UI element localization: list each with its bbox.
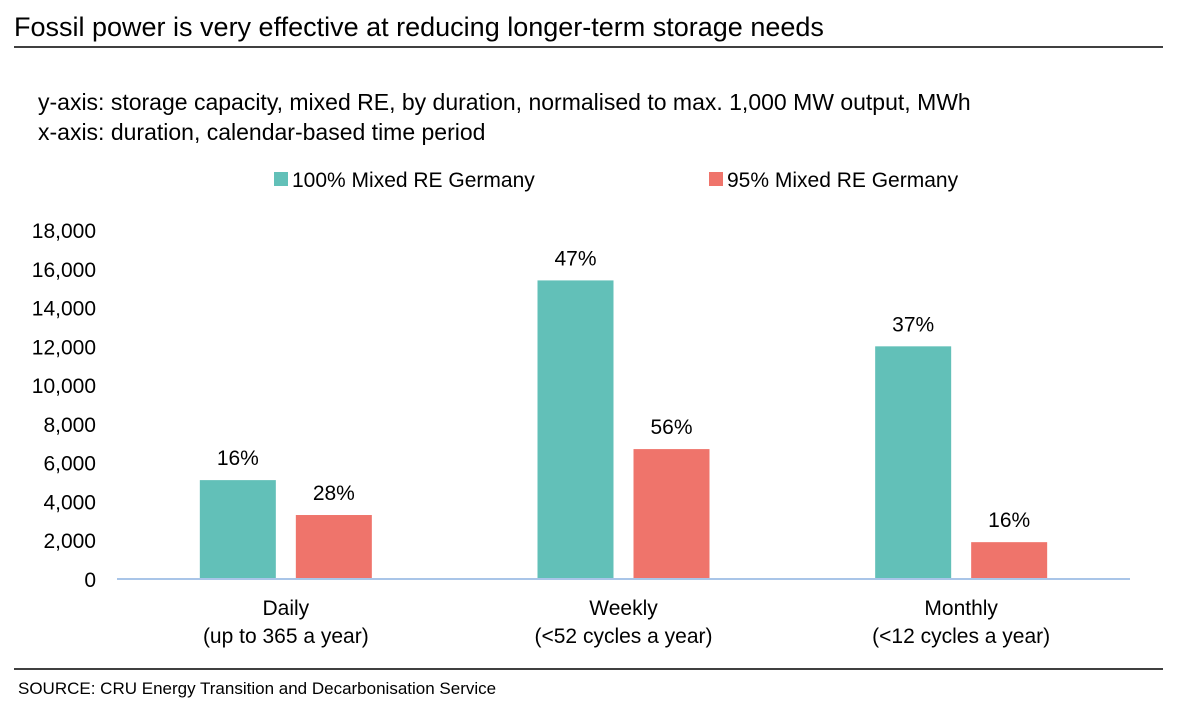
source-note: SOURCE: CRU Energy Transition and Decarb…	[18, 679, 496, 698]
subtitle-line-2: x-axis: duration, calendar-based time pe…	[38, 119, 485, 145]
y-tick-label: 12,000	[32, 336, 96, 359]
bar-data-label: 56%	[650, 416, 692, 439]
y-tick-label: 8,000	[43, 414, 96, 437]
y-axis: 0 2,000 4,000 6,000 8,000 10,000 12,000 14,000 1…	[32, 220, 96, 592]
x-axis: Daily (up to 365 a year) Weekly (<52 cycles…	[203, 597, 1050, 648]
x-tick-label: (up to 365 a year)	[203, 625, 369, 648]
bars	[199, 280, 1048, 579]
bar-series-100-2	[875, 346, 952, 579]
bar-labels: 16% 28% 47% 56% 37% 16%	[217, 247, 1030, 532]
x-tick-label: Monthly	[924, 597, 998, 620]
x-tick-label: Weekly	[589, 597, 658, 620]
y-tick-label: 2,000	[43, 530, 96, 553]
subtitle-line-1: y-axis: storage capacity, mixed RE, by d…	[38, 89, 971, 115]
bar-series-95-2	[971, 542, 1048, 579]
x-tick-label: (<12 cycles a year)	[872, 625, 1050, 648]
bar-data-label: 47%	[554, 247, 596, 270]
bar-series-95-1	[633, 449, 710, 579]
legend-swatch-95	[709, 172, 723, 186]
y-tick-label: 6,000	[43, 453, 96, 476]
y-tick-label: 10,000	[32, 375, 96, 398]
bar-data-label: 28%	[313, 482, 355, 505]
bar-data-label: 16%	[988, 509, 1030, 532]
y-tick-label: 4,000	[43, 491, 96, 514]
legend-label-100: 100% Mixed RE Germany	[292, 169, 535, 192]
legend: 100% Mixed RE Germany 95% Mixed RE Germa…	[274, 169, 959, 192]
bar-data-label: 37%	[892, 313, 934, 336]
bar-series-100-1	[537, 280, 614, 579]
y-tick-label: 0	[84, 569, 96, 592]
x-tick-label: (<52 cycles a year)	[535, 625, 713, 648]
bar-series-95-0	[295, 515, 372, 579]
bar-data-label: 16%	[217, 447, 259, 470]
bar-series-100-0	[199, 480, 276, 579]
legend-swatch-100	[274, 172, 288, 186]
y-tick-label: 18,000	[32, 220, 96, 243]
chart-title: Fossil power is very effective at reduci…	[14, 12, 824, 42]
y-tick-label: 14,000	[32, 298, 96, 321]
legend-label-95: 95% Mixed RE Germany	[727, 169, 959, 192]
y-tick-label: 16,000	[32, 259, 96, 282]
x-tick-label: Daily	[262, 597, 309, 620]
